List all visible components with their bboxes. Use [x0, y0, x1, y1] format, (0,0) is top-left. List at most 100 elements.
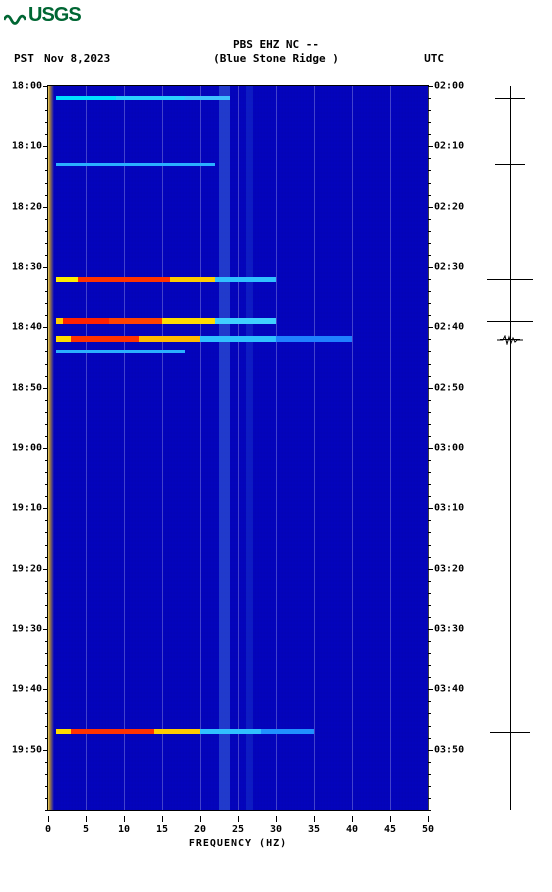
y-minor-tick	[45, 436, 48, 437]
y-minor-tick	[428, 231, 431, 232]
station-name: (Blue Stone Ridge )	[0, 52, 552, 65]
y-minor-tick	[45, 327, 48, 328]
y-minor-tick	[45, 798, 48, 799]
y-minor-tick	[45, 291, 48, 292]
band-segment	[261, 729, 314, 734]
y-label-pst: 18:40	[12, 322, 42, 333]
x-tick-label: 10	[118, 824, 130, 835]
y-label-pst: 18:00	[12, 81, 42, 92]
y-minor-tick	[45, 520, 48, 521]
y-minor-tick	[428, 424, 431, 425]
y-minor-tick	[428, 581, 431, 582]
y-minor-tick	[45, 593, 48, 594]
y-minor-tick	[45, 472, 48, 473]
y-label-pst: 19:40	[12, 684, 42, 695]
y-minor-tick	[45, 689, 48, 690]
x-tick	[86, 816, 87, 822]
gridline	[276, 86, 277, 810]
y-minor-tick	[45, 207, 48, 208]
seismograph-tick	[487, 279, 533, 280]
y-minor-tick	[428, 774, 431, 775]
y-minor-tick	[428, 146, 431, 147]
gridline	[124, 86, 125, 810]
y-minor-tick	[45, 726, 48, 727]
x-tick-label: 0	[45, 824, 51, 835]
band-segment	[56, 163, 216, 166]
seismograph-panel	[480, 86, 540, 810]
band-segment	[56, 277, 79, 282]
y-label-pst: 19:00	[12, 443, 42, 454]
band-segment	[215, 277, 276, 282]
y-minor-tick	[428, 557, 431, 558]
x-tick	[428, 816, 429, 822]
y-minor-tick	[45, 183, 48, 184]
seismograph-tick	[495, 98, 525, 99]
y-minor-tick	[45, 677, 48, 678]
y-minor-tick	[45, 617, 48, 618]
x-tick-label: 30	[270, 824, 282, 835]
y-minor-tick	[45, 484, 48, 485]
y-minor-tick	[45, 424, 48, 425]
band-segment	[154, 729, 200, 734]
y-minor-tick	[428, 158, 431, 159]
y-minor-tick	[45, 810, 48, 811]
y-minor-tick	[45, 195, 48, 196]
band-segment	[200, 729, 261, 734]
y-minor-tick	[428, 545, 431, 546]
y-label-pst: 18:20	[12, 201, 42, 212]
y-minor-tick	[45, 738, 48, 739]
y-minor-tick	[428, 665, 431, 666]
y-minor-tick	[45, 303, 48, 304]
y-label-pst: 19:30	[12, 624, 42, 635]
y-minor-tick	[428, 339, 431, 340]
band-segment	[63, 318, 109, 324]
usgs-logo: USGS	[4, 4, 81, 27]
band-segment	[71, 729, 155, 734]
y-minor-tick	[45, 255, 48, 256]
y-label-utc: 02:30	[434, 262, 464, 273]
y-minor-tick	[428, 122, 431, 123]
y-minor-tick	[428, 219, 431, 220]
y-minor-tick	[45, 713, 48, 714]
seismograph-event-icon	[497, 334, 523, 344]
x-tick-label: 40	[346, 824, 358, 835]
y-label-utc: 02:40	[434, 322, 464, 333]
y-minor-tick	[428, 786, 431, 787]
y-minor-tick	[428, 86, 431, 87]
band-segment	[139, 336, 200, 342]
y-minor-tick	[428, 110, 431, 111]
y-minor-tick	[45, 170, 48, 171]
y-minor-tick	[428, 170, 431, 171]
y-minor-tick	[428, 243, 431, 244]
y-minor-tick	[428, 291, 431, 292]
y-minor-tick	[428, 726, 431, 727]
y-minor-tick	[45, 605, 48, 606]
y-minor-tick	[45, 545, 48, 546]
y-label-utc: 03:10	[434, 503, 464, 514]
wave-icon	[4, 7, 26, 25]
gridline	[86, 86, 87, 810]
y-minor-tick	[428, 738, 431, 739]
y-minor-tick	[428, 532, 431, 533]
x-tick	[124, 816, 125, 822]
y-minor-tick	[45, 279, 48, 280]
x-tick-label: 45	[384, 824, 396, 835]
x-tick-label: 25	[232, 824, 244, 835]
y-minor-tick	[428, 750, 431, 751]
y-label-utc: 03:20	[434, 563, 464, 574]
y-minor-tick	[45, 400, 48, 401]
y-minor-tick	[428, 605, 431, 606]
band-segment	[185, 96, 231, 100]
spectral-column	[219, 86, 230, 810]
band-segment	[56, 350, 185, 353]
y-minor-tick	[428, 713, 431, 714]
y-minor-tick	[428, 484, 431, 485]
y-minor-tick	[428, 315, 431, 316]
y-label-pst: 18:30	[12, 262, 42, 273]
tz-right-label: UTC	[424, 52, 444, 65]
y-label-utc: 02:50	[434, 382, 464, 393]
y-minor-tick	[428, 798, 431, 799]
x-tick-label: 15	[156, 824, 168, 835]
y-minor-tick	[428, 460, 431, 461]
y-minor-tick	[45, 412, 48, 413]
